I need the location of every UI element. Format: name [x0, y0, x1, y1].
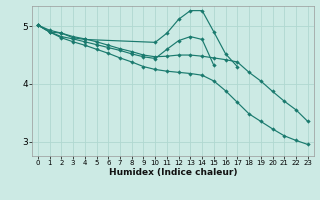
X-axis label: Humidex (Indice chaleur): Humidex (Indice chaleur) — [108, 168, 237, 177]
